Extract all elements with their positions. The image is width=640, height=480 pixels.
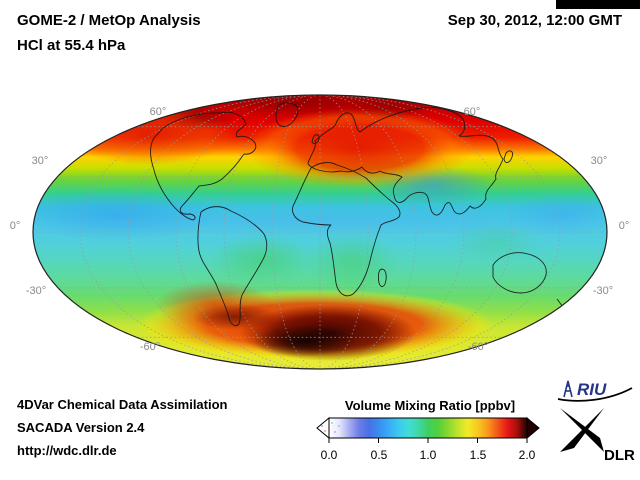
page-title-line1: GOME-2 / MetOp Analysis: [17, 12, 201, 29]
colorbar-right-arrow: [526, 417, 540, 440]
riu-logo-text: RIU: [577, 380, 607, 399]
timestamp: Sep 30, 2012, 12:00 GMT: [447, 12, 622, 29]
colorbar-left-arrow: [316, 417, 330, 440]
lat-label-left-m60: -60°: [139, 341, 161, 353]
footer-line-url: http://wdc.dlr.de: [17, 443, 117, 458]
colorbar-tick-15: 1.5: [469, 448, 487, 462]
lat-label-left-0: 0°: [9, 220, 21, 232]
lat-label-left-m30: -30°: [25, 285, 47, 297]
lat-label-right-m60: -60°: [467, 341, 489, 353]
lat-label-left-60: 60°: [149, 106, 167, 118]
colorbar: [316, 417, 540, 443]
riu-antenna-icon: [563, 380, 573, 398]
footer-line-assimilation: 4DVar Chemical Data Assimilation: [17, 397, 228, 412]
colorbar-tick-05: 0.5: [370, 448, 388, 462]
colorbar-tick-0: 0.0: [320, 448, 338, 462]
riu-swoosh: [557, 387, 633, 402]
lat-label-right-0: 0°: [618, 220, 630, 232]
page-title-line2: HCl at 55.4 hPa: [17, 37, 126, 54]
map-ellipse-outline: [32, 94, 608, 370]
lat-label-left-30: 30°: [31, 155, 49, 167]
lat-label-right-m30: -30°: [592, 285, 614, 297]
riu-logo: RIU: [557, 380, 633, 402]
map-data-field: [33, 95, 607, 369]
dlr-logo-mark: [560, 408, 604, 452]
colorbar-ticks-marks: [328, 438, 528, 443]
graticule: [33, 95, 607, 369]
colorbar-tick-20: 2.0: [518, 448, 536, 462]
colorbar-tick-10: 1.0: [419, 448, 437, 462]
lat-label-right-30: 30°: [590, 155, 608, 167]
dlr-logo: DLR: [560, 408, 635, 464]
colorbar-speckle: [321, 422, 344, 434]
colorbar-title: Volume Mixing Ratio [ppbv]: [344, 398, 516, 413]
colorbar-gradient: [328, 417, 528, 439]
world-map: [32, 94, 608, 370]
top-right-black-bar: [556, 0, 640, 9]
dlr-logo-text: DLR: [604, 447, 635, 464]
footer-line-version: SACADA Version 2.4: [17, 420, 145, 435]
lat-label-right-60: 60°: [463, 106, 481, 118]
